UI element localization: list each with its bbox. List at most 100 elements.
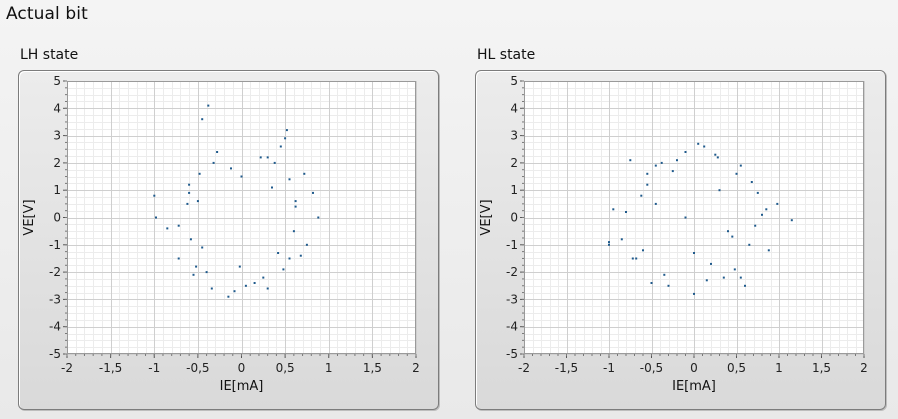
scatter-point — [722, 276, 725, 279]
lh-chart-title: LH state — [20, 47, 79, 63]
scatter-point — [205, 271, 208, 274]
x-tick-label: 2 — [860, 361, 868, 375]
y-tick-label: -2 — [506, 265, 518, 279]
scatter-point — [608, 243, 610, 246]
scatter-point — [761, 213, 763, 216]
scatter-point — [631, 257, 634, 260]
scatter-point — [299, 254, 302, 257]
scatter-point — [240, 175, 243, 178]
scatter-point — [227, 295, 230, 298]
scatter-point — [238, 265, 241, 268]
y-tick-label: 2 — [53, 156, 61, 170]
scatter-point — [750, 181, 753, 183]
scatter-point — [718, 189, 721, 192]
scatter-point — [253, 282, 256, 284]
scatter-point — [697, 142, 700, 145]
scatter-point — [693, 292, 695, 295]
scatter-point — [207, 104, 210, 107]
scatter-point — [620, 238, 623, 241]
x-tick-label: -1,5 — [99, 361, 122, 375]
scatter-point — [277, 252, 280, 254]
scatter-point — [216, 151, 219, 153]
y-tick-label: 4 — [510, 101, 518, 115]
plot-border — [524, 81, 864, 354]
scatter-point — [654, 202, 657, 205]
scatter-point — [201, 118, 204, 121]
scatter-point — [731, 235, 734, 238]
scatter-point — [676, 159, 678, 162]
scatter-point — [188, 183, 191, 186]
scatter-point — [642, 249, 644, 252]
scatter-point — [756, 191, 759, 194]
scatter-points — [153, 104, 320, 298]
scatter-point — [244, 284, 247, 287]
x-tick-label: 2 — [412, 361, 420, 375]
scatter-point — [629, 159, 632, 162]
scatter-point — [188, 191, 191, 194]
y-tick-label: 3 — [510, 129, 518, 143]
y-tick-label: 1 — [510, 183, 518, 197]
scatter-point — [727, 230, 729, 233]
scatter-point — [684, 216, 687, 219]
scatter-point — [192, 273, 195, 276]
x-tick-label: -0,5 — [186, 361, 209, 375]
scatter-point — [294, 200, 297, 203]
y-tick-label: -4 — [506, 320, 518, 334]
scatter-point — [705, 279, 708, 282]
scatter-point — [654, 164, 657, 167]
scatter-point — [273, 161, 276, 164]
x-tick-label: -2 — [518, 361, 530, 375]
scatter-point — [282, 268, 285, 271]
y-tick-label: -5 — [49, 347, 61, 361]
scatter-point — [186, 202, 189, 205]
x-tick-label: 0 — [690, 361, 698, 375]
scatter-point — [776, 202, 779, 205]
scatter-point — [303, 172, 306, 175]
y-tick-label: 1 — [53, 183, 61, 197]
lh-chart-frame: 5 4 3 2 1 0 -1 -2 -3 -4 -5 -2 -1,5 -1 -0,5 0 0,5 1 1,5 2 IE[… — [18, 70, 439, 410]
scatter-point — [177, 224, 180, 227]
scatter-point — [739, 276, 742, 279]
scatter-point — [201, 246, 204, 249]
scatter-point — [284, 137, 287, 140]
scatter-point — [198, 172, 201, 175]
y-tick-label: -1 — [506, 238, 518, 252]
scatter-point — [608, 241, 610, 244]
hl-chart-frame: 5 4 3 2 1 0 -1 -2 -3 -4 -5 -2 -1,5 -1 -0,5 0 0,5 1 1,5 2 IE[… — [475, 70, 886, 410]
scatter-point — [735, 172, 738, 175]
scatter-point — [177, 257, 180, 260]
x-tick-label: -0,5 — [640, 361, 663, 375]
y-tick-label: 5 — [510, 74, 518, 88]
scatter-point — [693, 252, 695, 254]
plot-area — [67, 81, 416, 354]
x-axis-title: IE[mA] — [672, 379, 716, 394]
x-tick-label: -1 — [148, 361, 160, 375]
scatter-point — [288, 257, 291, 260]
scatter-point — [635, 257, 638, 260]
scatter-point — [166, 227, 169, 230]
x-tick-label: 0 — [238, 361, 246, 375]
scatter-point — [660, 161, 663, 164]
scatter-points — [608, 142, 793, 295]
x-tick-label: 1,5 — [363, 361, 382, 375]
scatter-point — [765, 208, 768, 211]
scatter-point — [266, 287, 269, 290]
scatter-point — [196, 200, 199, 203]
scatter-point — [259, 156, 262, 159]
scatter-point — [710, 262, 712, 265]
x-tick-label: 1,5 — [812, 361, 831, 375]
scatter-point — [739, 164, 742, 167]
scatter-point — [625, 211, 627, 213]
scatter-point — [646, 183, 649, 186]
x-tick-label: 1 — [775, 361, 783, 375]
scatter-point — [790, 219, 793, 222]
scatter-point — [767, 249, 770, 252]
scatter-point — [285, 129, 288, 132]
scatter-point — [748, 243, 751, 246]
scatter-point — [640, 194, 643, 197]
scatter-point — [195, 265, 198, 268]
y-tick-label: 4 — [53, 101, 61, 115]
scatter-point — [733, 268, 736, 271]
